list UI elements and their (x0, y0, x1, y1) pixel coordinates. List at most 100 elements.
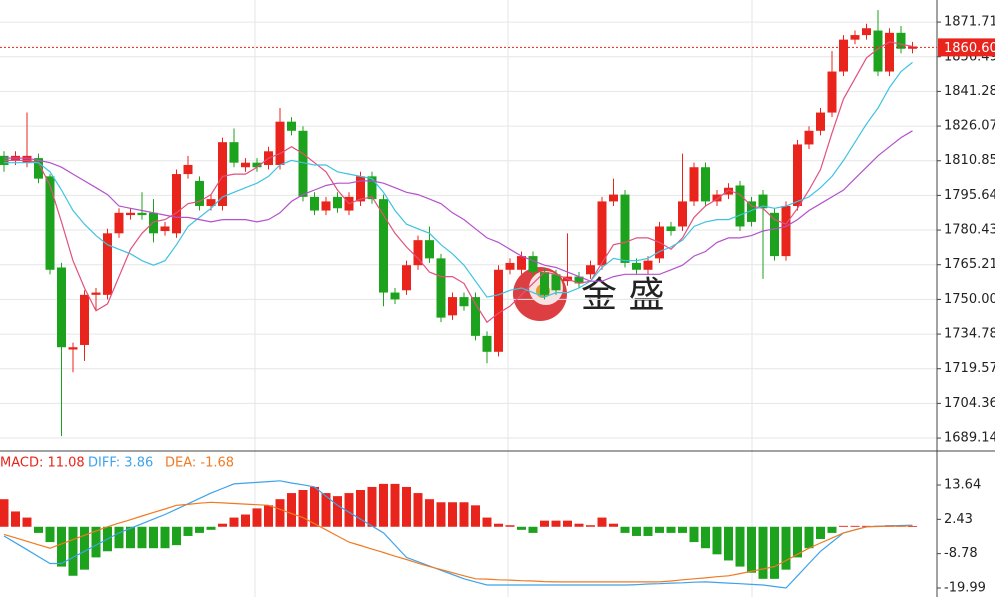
macd-bar (747, 526, 756, 573)
watermark: 金 盛 (581, 275, 664, 316)
indicator-label: MACD: 11.08 (0, 456, 85, 471)
candle-body (896, 32, 906, 49)
y-tick-label: 1841.28 (944, 84, 995, 99)
macd-bar (390, 483, 400, 527)
candle-body (793, 144, 802, 206)
candle-body (873, 30, 883, 72)
candle-body (862, 28, 871, 36)
macd-bar (908, 526, 917, 527)
macd-bar (22, 517, 32, 527)
macd-bar (45, 526, 55, 543)
candle-body (34, 158, 43, 179)
macd-bar (229, 517, 239, 527)
candle-body (551, 274, 561, 291)
candle-body (137, 212, 147, 216)
macd-bar (781, 526, 791, 570)
macd-bar (724, 526, 733, 561)
y-tick-label: 1719.57 (944, 361, 995, 376)
candle-body (22, 155, 32, 163)
candle-body (425, 240, 434, 259)
macd-bar (344, 493, 354, 527)
macd-bar (80, 526, 89, 570)
macd-bar (413, 493, 423, 527)
y-tick-label: -19.99 (944, 580, 986, 595)
macd-bar (655, 526, 664, 533)
y-tick-label: 1826.07 (944, 119, 995, 134)
candle-body (57, 267, 66, 348)
candle-body (494, 269, 503, 352)
macd-bar (183, 526, 193, 536)
candle-body (839, 39, 848, 72)
candle-body (172, 174, 181, 234)
y-tick-label: 2.43 (944, 512, 973, 527)
indicator-line (3, 501, 913, 583)
y-tick-label: 1795.64 (944, 188, 995, 203)
candle-body (321, 201, 331, 211)
macd-bar (425, 499, 434, 527)
y-tick-label: 13.64 (944, 477, 981, 492)
candle-body (183, 164, 193, 175)
macd-bar (11, 511, 20, 527)
candle-body (758, 194, 768, 209)
candle-body (643, 260, 653, 270)
candle-body (517, 256, 526, 270)
macd-bar (91, 526, 101, 558)
candle-body (540, 272, 549, 295)
last-price-label: 1860.60 (944, 41, 995, 56)
candle-body (103, 233, 112, 295)
candle-body (356, 176, 365, 202)
macd-bar (264, 505, 273, 527)
macd-bar (505, 525, 515, 527)
macd-bar (482, 517, 492, 527)
macd-bar (597, 517, 607, 527)
candle-body (80, 294, 89, 345)
macd-bar (137, 526, 147, 549)
candle-body (287, 121, 296, 131)
candle-body (402, 265, 411, 291)
macd-bar (149, 526, 158, 549)
macd-bar (701, 526, 710, 549)
macd-bar (34, 526, 43, 533)
candle-body (666, 226, 676, 232)
candle-body (68, 347, 78, 350)
macd-bar (252, 508, 262, 527)
macd-bar (827, 526, 837, 533)
macd-bar (0, 499, 9, 527)
moving-average (4, 41, 913, 324)
candle-body (379, 199, 388, 293)
candle-body (195, 180, 204, 206)
candle-body (689, 167, 699, 202)
macd-bar (540, 520, 549, 527)
macd-bar (436, 502, 446, 527)
macd-bar (321, 493, 331, 527)
macd-bar (459, 502, 469, 527)
macd-bar (379, 483, 388, 527)
macd-bar (712, 526, 722, 555)
macd-bar (275, 499, 285, 527)
macd-bar (356, 490, 365, 527)
y-tick-label: -8.78 (944, 546, 978, 561)
macd-bar (586, 525, 595, 527)
candle-body (885, 32, 894, 72)
candle-body (149, 212, 158, 234)
candle-body (413, 240, 423, 266)
y-tick-label: 1871.71 (944, 15, 995, 30)
macd-bar (839, 525, 848, 527)
candle-body (528, 256, 538, 273)
candle-body (471, 297, 480, 336)
candle-body (816, 112, 825, 131)
macd-bar (160, 526, 170, 549)
macd-bar (448, 502, 457, 527)
candle-body (114, 212, 124, 234)
macd-bar (689, 526, 699, 543)
candle-body (735, 185, 745, 227)
indicator-label: DEA: -1.68 (165, 456, 234, 471)
macd-bar (574, 523, 584, 527)
macd-bar (551, 520, 561, 527)
macd-bar (114, 526, 124, 549)
candle-body (850, 35, 860, 40)
candle-body (804, 130, 814, 145)
macd-bar (816, 526, 825, 540)
